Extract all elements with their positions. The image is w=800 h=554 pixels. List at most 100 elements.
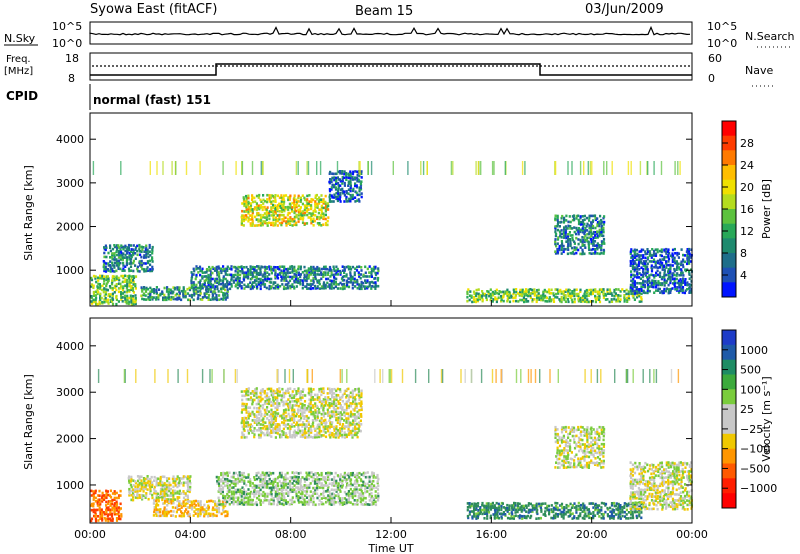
data-cell <box>326 281 329 285</box>
data-cell <box>251 492 254 495</box>
data-cell <box>168 483 171 487</box>
data-cell <box>251 402 254 406</box>
data-cell <box>305 490 309 493</box>
data-cell <box>286 387 290 391</box>
data-cell <box>598 222 601 226</box>
data-cell <box>253 207 256 211</box>
data-cell <box>234 488 237 492</box>
data-cell <box>155 491 158 495</box>
data-cell <box>105 275 108 278</box>
data-cell <box>126 252 129 255</box>
data-cell <box>212 500 215 503</box>
data-cell <box>341 178 344 182</box>
data-cell <box>129 483 132 487</box>
data-cell <box>270 431 273 435</box>
data-cell <box>176 506 179 509</box>
data-cell <box>285 221 288 225</box>
data-cell <box>118 278 121 282</box>
data-cell <box>123 280 126 283</box>
data-cell <box>220 267 223 271</box>
data-cell <box>209 275 212 279</box>
data-cell <box>222 510 225 514</box>
data-cell <box>669 279 672 282</box>
data-cell <box>335 283 338 286</box>
data-cell <box>585 216 589 220</box>
data-cell <box>309 435 312 439</box>
data-cell <box>305 419 308 423</box>
data-cell <box>157 482 160 485</box>
data-cell <box>157 514 160 518</box>
data-cell <box>104 292 107 296</box>
data-cell <box>232 275 235 279</box>
data-cell <box>320 204 323 208</box>
data-cell <box>253 427 256 430</box>
data-cell <box>656 273 660 277</box>
data-cell <box>303 411 306 414</box>
data-cell <box>310 206 313 209</box>
data-cell <box>308 389 311 393</box>
data-cell <box>187 485 190 489</box>
data-cell <box>284 501 287 504</box>
data-cell <box>266 206 269 209</box>
data-cell <box>349 277 352 280</box>
data-cell <box>337 482 340 485</box>
data-cell <box>247 200 250 204</box>
data-cell <box>632 262 635 266</box>
data-cell <box>162 161 164 175</box>
data-cell <box>665 263 668 267</box>
data-cell <box>345 494 348 497</box>
data-cell <box>554 240 557 244</box>
data-cell <box>171 161 173 175</box>
data-cell <box>249 224 252 227</box>
data-cell <box>274 429 277 433</box>
data-cell <box>322 410 325 413</box>
data-cell <box>301 283 305 287</box>
data-cell <box>567 288 570 292</box>
data-cell <box>309 496 312 499</box>
data-cell <box>264 427 267 431</box>
data-cell <box>625 292 628 296</box>
data-cell <box>188 506 191 509</box>
data-cell <box>264 411 267 414</box>
data-cell <box>92 508 96 512</box>
data-cell <box>143 256 146 259</box>
data-cell <box>272 497 275 500</box>
data-cell <box>165 498 168 501</box>
data-cell <box>631 283 634 287</box>
data-cell <box>121 253 124 257</box>
data-cell <box>111 264 114 267</box>
data-cell <box>673 267 676 271</box>
data-cell <box>351 275 354 279</box>
data-cell <box>216 271 219 274</box>
data-cell <box>324 435 328 439</box>
data-cell <box>318 430 321 433</box>
data-cell <box>243 436 246 439</box>
data-cell <box>337 492 340 496</box>
data-cell <box>310 214 313 217</box>
data-cell <box>353 473 356 477</box>
data-cell <box>109 256 112 259</box>
data-cell <box>92 510 95 514</box>
data-cell <box>255 420 258 424</box>
data-cell <box>669 267 672 271</box>
data-cell <box>282 203 285 207</box>
data-cell <box>347 484 350 487</box>
data-cell <box>138 260 141 263</box>
data-cell <box>207 281 210 284</box>
data-cell <box>147 255 150 259</box>
data-cell <box>97 290 100 294</box>
data-cell <box>542 296 545 300</box>
data-cell <box>238 480 241 483</box>
data-cell <box>600 251 603 255</box>
data-cell <box>648 254 651 257</box>
data-cell <box>199 287 202 290</box>
data-cell <box>282 198 285 202</box>
data-cell <box>140 479 143 482</box>
data-cell <box>197 501 200 505</box>
data-cell <box>119 253 122 257</box>
data-cell <box>531 298 534 301</box>
data-cell <box>343 473 346 477</box>
data-cell <box>206 500 209 503</box>
data-cell <box>295 215 298 219</box>
